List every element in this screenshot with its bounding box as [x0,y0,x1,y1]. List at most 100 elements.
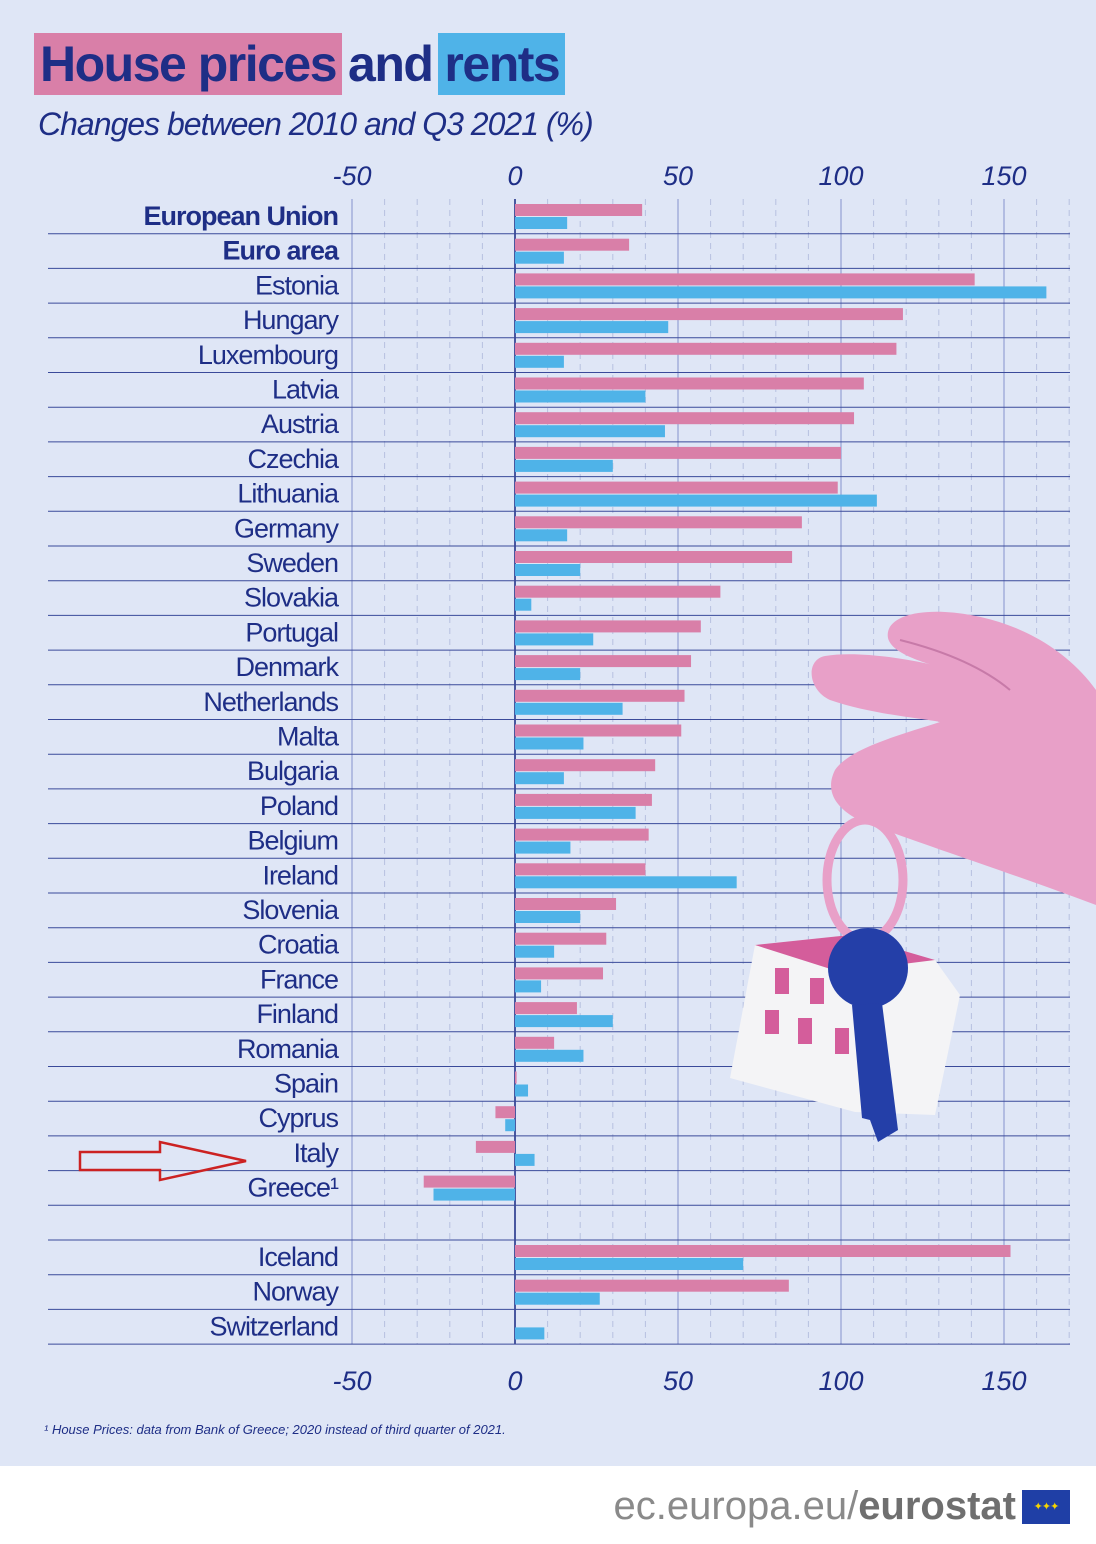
category-label: Hungary [243,305,340,335]
bar-house-prices [515,1002,577,1015]
bar-rents [515,355,564,368]
tick-label-bottom: 0 [507,1366,522,1396]
bar-rents [515,529,568,542]
category-label: Denmark [235,652,339,682]
title-house-prices: House prices [34,33,343,95]
bar-chart: European Union Euro area Estonia Hungary Lux… [48,161,1096,1396]
category-label: Iceland [258,1242,338,1272]
bar-house-prices [515,932,607,945]
bar-rents [515,876,737,889]
bar-rents [515,1153,535,1166]
key-ring-icon [822,815,908,945]
bar-house-prices [495,1106,515,1119]
tick-label-bottom: -50 [332,1366,371,1396]
bar-house-prices [515,793,652,806]
bar-rents [515,841,571,854]
category-label: Lithuania [237,479,340,509]
category-label: Malta [277,722,340,752]
title-rents: rents [438,33,566,95]
category-label: Latvia [272,375,340,405]
category-label: Ireland [262,860,338,890]
bar-house-prices [515,898,617,910]
brand-prefix: ec.europa.eu/ [613,1484,859,1528]
bar-rents [515,1258,744,1270]
category-label: Germany [234,513,340,543]
category-labels: European Union Euro area Estonia Hungary Lux… [144,201,341,1341]
bar-house-prices [475,1140,515,1153]
category-label: Netherlands [203,687,338,717]
bar-house-prices [515,655,692,668]
bar-rents [515,321,669,334]
category-label: Poland [260,791,338,821]
bar-rents [515,806,636,819]
bars [423,204,1047,1340]
tick-label-top: 50 [663,161,693,191]
category-label: Cyprus [258,1103,338,1133]
tick-label-bottom: 150 [981,1366,1026,1396]
category-label: Switzerland [209,1311,338,1341]
bar-rents [515,251,564,264]
bar-house-prices [515,585,721,598]
bar-house-prices [515,308,903,321]
bar-house-prices [515,481,838,494]
hand-icon [811,611,1096,905]
category-label: European Union [144,201,339,231]
category-label: Bulgaria [247,756,340,786]
eurostat-brand[interactable]: ec.europa.eu/eurostat ✦✦✦ [614,1484,1070,1529]
bar-house-prices [515,828,649,841]
category-label: Slovenia [242,895,340,925]
bar-rents [515,390,646,403]
bar-rents [515,702,623,715]
category-label: Spain [274,1069,338,1099]
arrow-right-icon [78,1140,247,1182]
category-label: Norway [252,1277,339,1307]
bar-rents [515,633,594,646]
bar-house-prices [515,551,793,563]
bar-house-prices [515,273,975,286]
tick-label-top: 100 [818,161,863,191]
bar-house-prices [515,446,841,459]
category-label: Finland [256,999,338,1029]
chart-subtitle: Changes between 2010 and Q3 2021 (%) [38,106,594,142]
bar-house-prices [515,377,864,390]
bar-rents [515,494,877,507]
title-and: and [348,36,434,92]
bar-house-prices [515,863,646,876]
bar-house-prices [515,1036,555,1049]
tick-label-top: -50 [332,161,371,191]
bar-house-prices [515,759,656,772]
bar-rents [515,1049,584,1062]
bar-rents [515,1084,529,1097]
tick-label-bottom: 100 [818,1366,863,1396]
category-label: Estonia [255,270,340,300]
bar-house-prices [515,1071,517,1084]
tick-labels: -50 -50 0 0 50 50 100 100 150 150 [332,161,1026,1396]
category-label: Italy [293,1138,339,1168]
category-label: Czechia [247,444,340,474]
bar-house-prices [515,204,643,216]
category-label: Euro area [222,236,340,266]
bar-rents [515,911,581,923]
category-label: Greece¹ [247,1173,339,1203]
bar-rents [515,286,1047,299]
bar-rents [515,772,564,785]
bar-house-prices [515,342,897,355]
category-label: Croatia [258,930,340,960]
bar-rents [515,1292,600,1305]
category-label: Portugal [245,617,338,647]
bar-house-prices [515,724,682,737]
row-separators [48,233,1070,1345]
footnote: ¹ House Prices: data from Bank of Greece… [44,1422,506,1437]
bar-house-prices [515,967,604,980]
bar-house-prices [515,620,701,633]
bar-house-prices [515,238,630,251]
category-label: Belgium [247,826,338,856]
eu-flag-icon: ✦✦✦ [1022,1489,1070,1524]
bar-rents [505,1119,515,1132]
bar-rents [515,425,665,438]
bar-rents [515,217,568,229]
category-label: Sweden [246,548,338,578]
chart-title: House prices and rents [34,30,566,98]
bar-rents [515,598,532,611]
bar-house-prices [515,412,855,425]
